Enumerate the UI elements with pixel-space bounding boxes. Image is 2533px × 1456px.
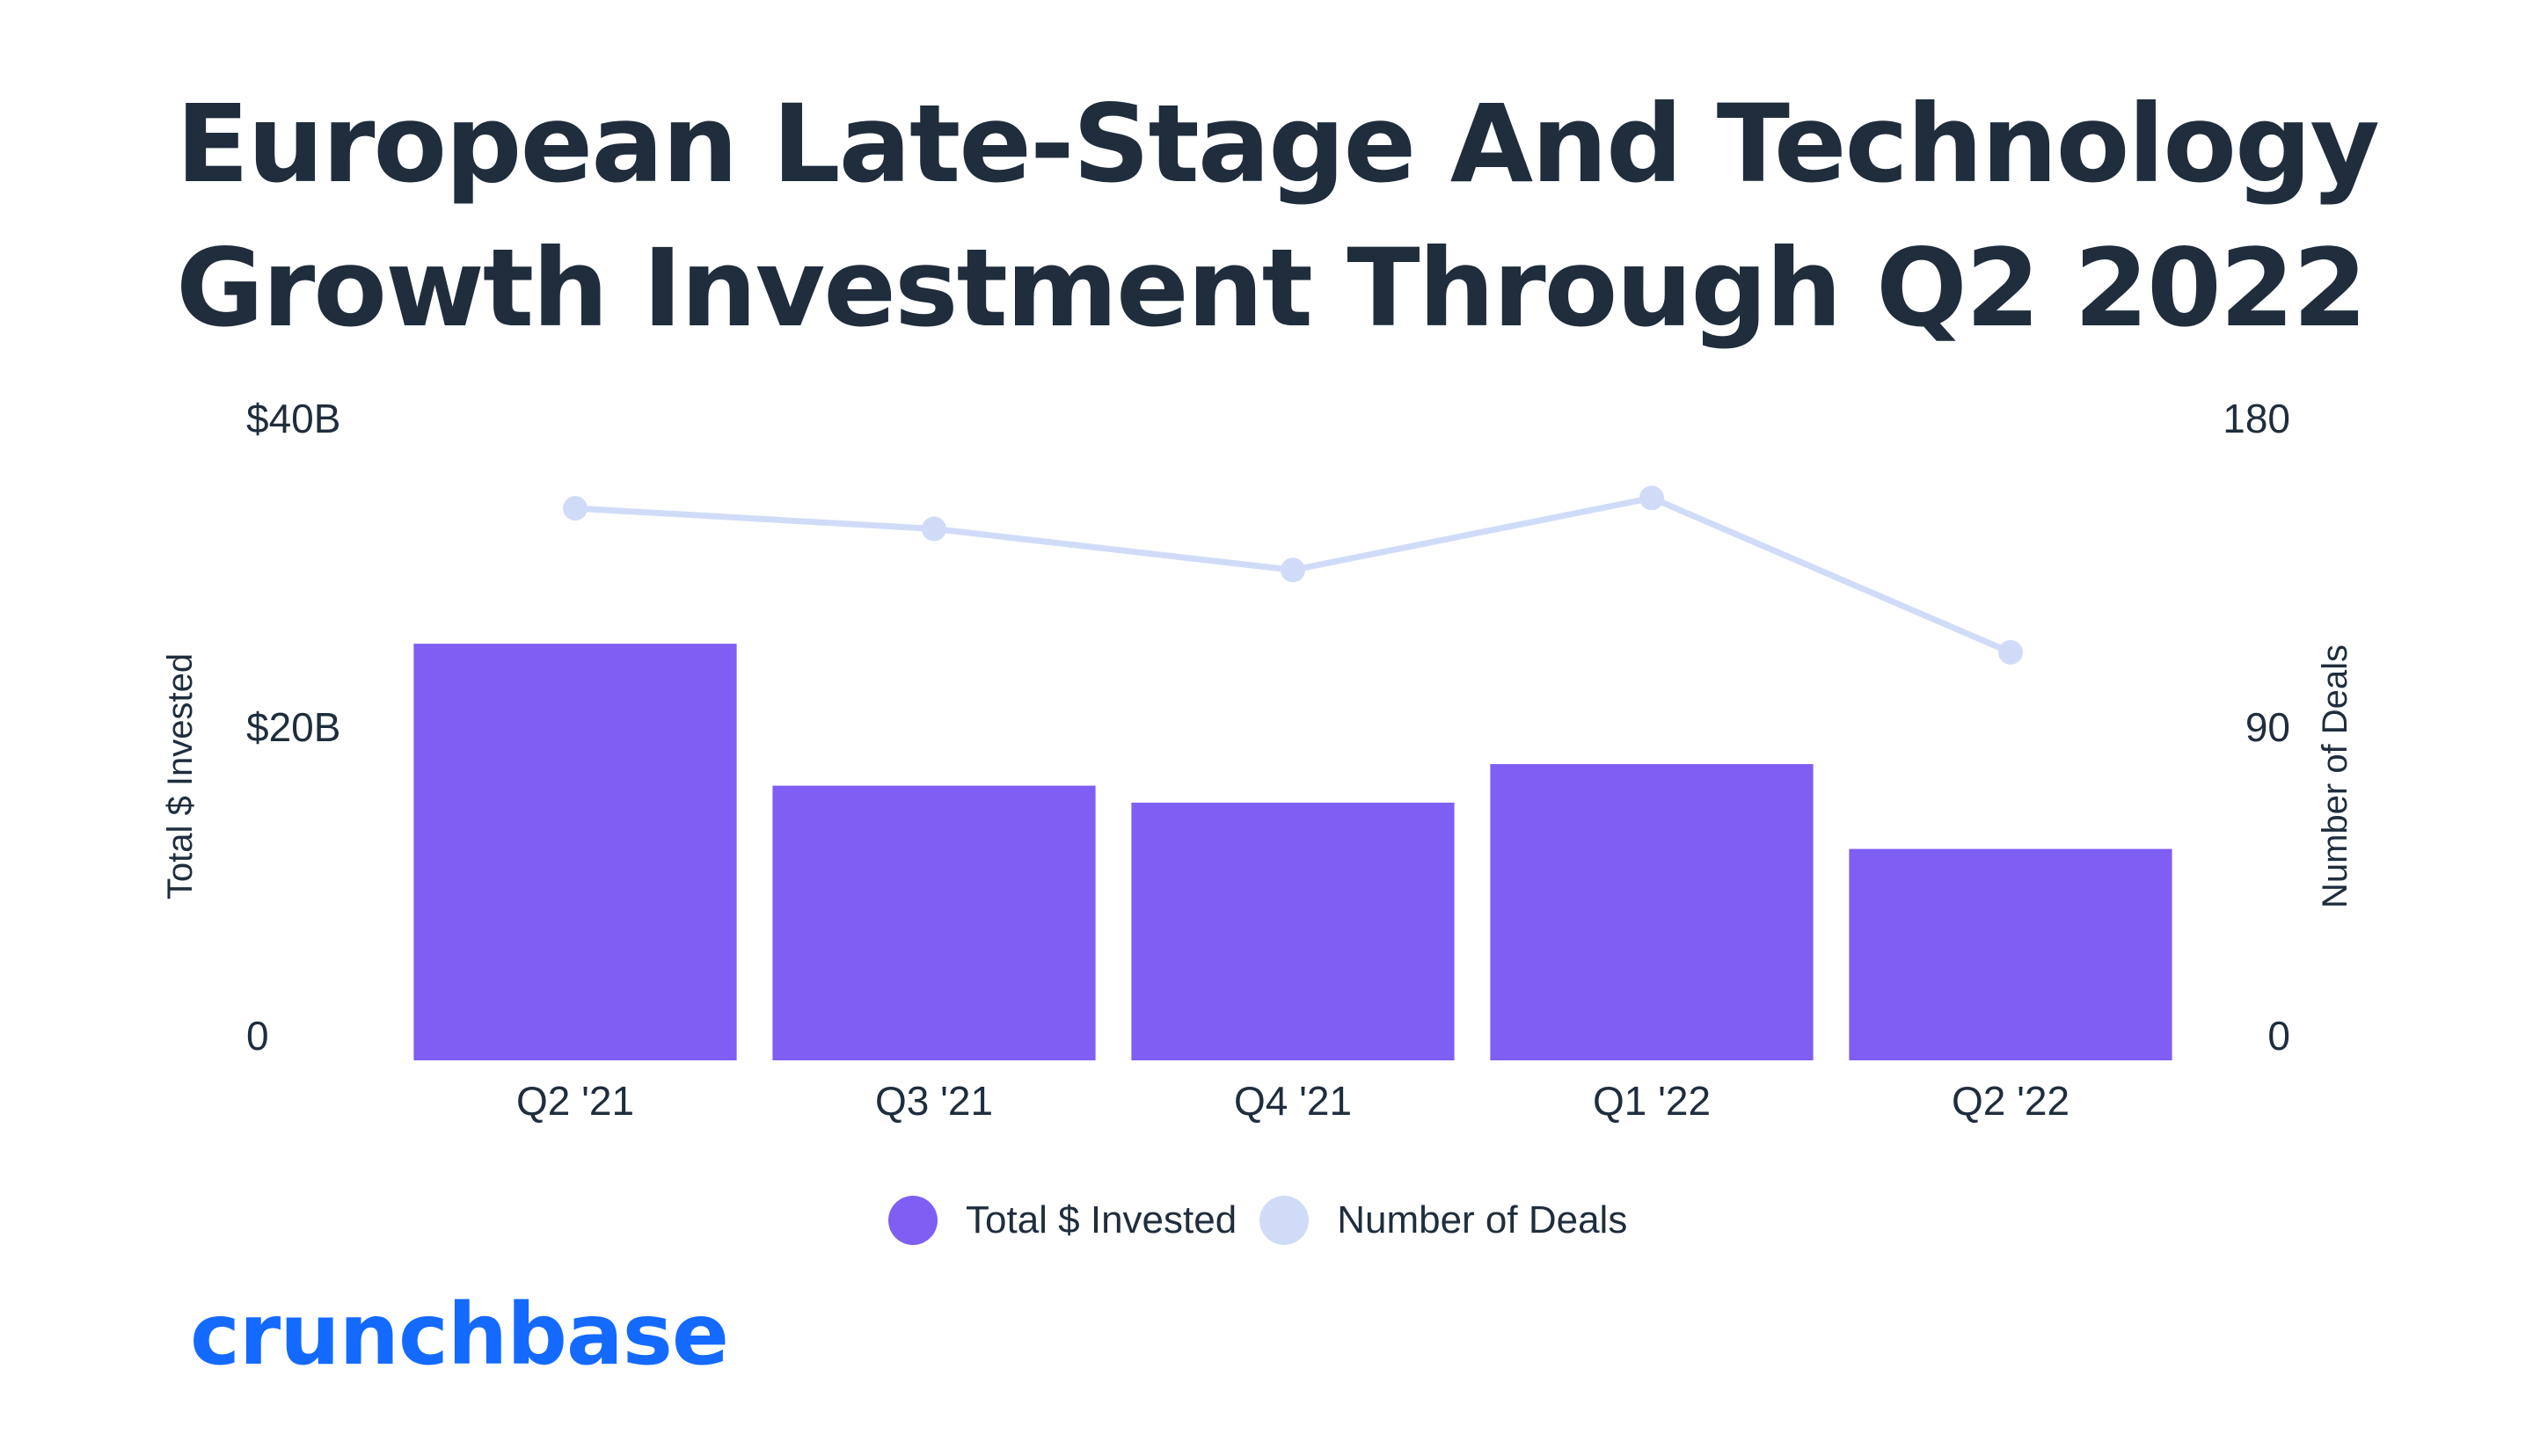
- bar-total-invested: [772, 785, 1096, 1060]
- y-left-tick-label: 0: [246, 1013, 269, 1059]
- point-number-of-deals: [563, 496, 588, 521]
- x-tick-label: Q4 '21: [1234, 1078, 1352, 1124]
- y-axis-left-title: Total $ Invested: [161, 653, 200, 899]
- x-axis: Q2 '21 Q3 '21 Q4 '21 Q1 '22 Q2 '22: [516, 1078, 2069, 1124]
- y-right-tick-label: 90: [2245, 704, 2290, 750]
- bar-total-invested: [1849, 848, 2172, 1060]
- bar-total-invested: [1131, 802, 1455, 1060]
- bar-series: [413, 644, 2172, 1060]
- y-left-tick-label: $40B: [246, 396, 340, 441]
- crunchbase-logo: crunchbase: [190, 1285, 729, 1384]
- point-number-of-deals: [1998, 639, 2023, 665]
- point-number-of-deals: [1281, 557, 1305, 583]
- line-series: [563, 485, 2023, 665]
- x-tick-label: Q3 '21: [875, 1078, 993, 1124]
- y-right-tick-label: 180: [2223, 396, 2290, 441]
- legend-item-total-invested: Total $ Invested: [888, 1196, 1237, 1245]
- x-tick-label: Q1 '22: [1593, 1078, 1711, 1124]
- point-number-of-deals: [1639, 485, 1664, 511]
- chart-title-line-1: European Late-Stage And Technology: [176, 82, 2380, 207]
- y-right-tick-label: 0: [2267, 1013, 2290, 1059]
- legend-label-number-of-deals: Number of Deals: [1337, 1198, 1628, 1241]
- point-number-of-deals: [922, 516, 946, 542]
- chart-title-line-2: Growth Investment Through Q2 2022: [176, 226, 2368, 351]
- y-axis-right-title: Number of Deals: [2316, 644, 2354, 908]
- legend-swatch-number-of-deals: [1259, 1196, 1310, 1245]
- x-tick-label: Q2 '22: [1952, 1078, 2069, 1124]
- legend-label-total-invested: Total $ Invested: [966, 1198, 1237, 1241]
- legend-swatch-total-invested: [888, 1196, 938, 1245]
- y-axis-right: 0 90 180: [2223, 396, 2290, 1059]
- bar-total-invested: [1490, 764, 1814, 1060]
- y-axis-left: 0 $20B $40B: [246, 396, 340, 1059]
- legend-item-number-of-deals: Number of Deals: [1259, 1196, 1627, 1245]
- chart-title: European Late-Stage And Technology Growt…: [176, 72, 2380, 360]
- legend: Total $ Invested Number of Deals: [888, 1196, 1627, 1245]
- y-left-tick-label: $20B: [246, 704, 340, 750]
- x-tick-label: Q2 '21: [516, 1078, 634, 1124]
- bar-total-invested: [413, 644, 737, 1060]
